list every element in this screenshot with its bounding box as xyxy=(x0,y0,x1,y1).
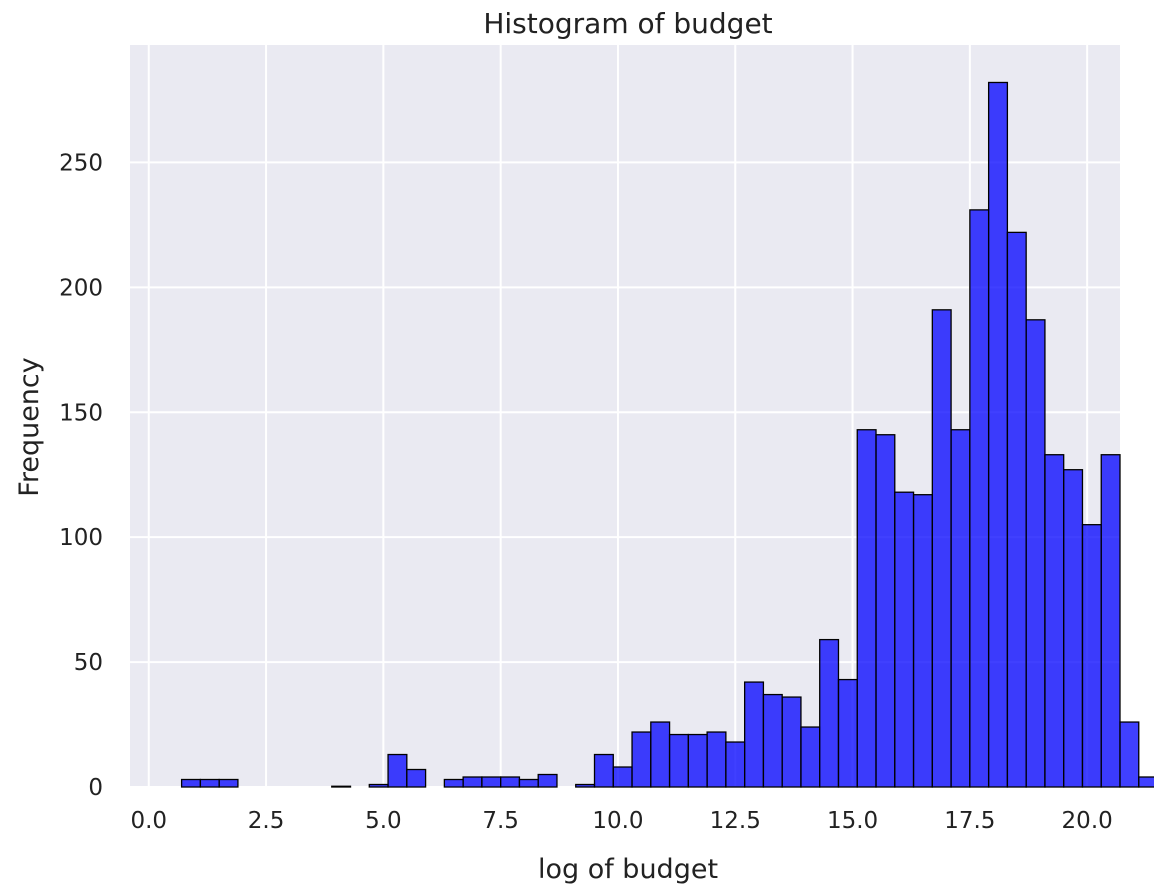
x-tick-label: 17.5 xyxy=(944,808,995,834)
histogram-bar xyxy=(368,783,389,788)
histogram-bar xyxy=(987,81,1009,788)
x-tick-label: 7.5 xyxy=(482,808,519,834)
y-tick-label: 50 xyxy=(74,650,103,676)
histogram-bar xyxy=(180,778,202,788)
histogram-bars xyxy=(180,81,1154,788)
histogram-bar xyxy=(481,776,502,788)
histogram-bar xyxy=(894,491,915,788)
histogram-bar xyxy=(331,785,352,788)
y-tick-label: 100 xyxy=(59,525,103,551)
histogram-bar xyxy=(762,693,783,788)
y-tick-label: 250 xyxy=(59,150,103,176)
x-tick-label: 2.5 xyxy=(248,808,285,834)
chart-title: Histogram of budget xyxy=(483,7,772,40)
histogram-bar xyxy=(631,731,652,788)
histogram-bar xyxy=(406,768,427,788)
histogram-bar xyxy=(931,309,952,788)
histogram-bar xyxy=(575,783,596,788)
x-tick-label: 12.5 xyxy=(710,808,761,834)
x-tick-label: 15.0 xyxy=(827,808,878,834)
histogram-bar xyxy=(199,778,220,788)
histogram-bar xyxy=(518,778,539,788)
histogram-bar xyxy=(725,741,746,788)
y-tick-label: 0 xyxy=(88,775,103,801)
y-tick-labels: 0 50 100 150 200 250 xyxy=(59,150,103,801)
histogram-bar xyxy=(706,731,727,788)
histogram-bar xyxy=(912,494,933,788)
y-axis-label: Frequency xyxy=(14,357,45,497)
histogram-bar xyxy=(650,721,671,788)
histogram-bar xyxy=(1006,231,1027,788)
histogram-bar xyxy=(781,696,802,788)
x-tick-label: 5.0 xyxy=(365,808,402,834)
histogram-bar xyxy=(1138,776,1154,788)
x-tick-labels: 0.0 2.5 5.0 7.5 10.0 12.5 15.0 17.5 20.0 xyxy=(130,808,1112,834)
histogram-bar xyxy=(218,778,239,788)
x-tick-label: 10.0 xyxy=(592,808,643,834)
histogram-bar xyxy=(800,726,821,788)
histogram-bar xyxy=(612,766,633,788)
histogram-bar xyxy=(1081,524,1102,788)
histogram-bar xyxy=(1044,454,1065,788)
histogram-bar xyxy=(668,733,689,788)
histogram-bar xyxy=(856,429,877,788)
histogram-bar xyxy=(1063,469,1084,788)
histogram-bar xyxy=(593,753,614,788)
x-axis-label: log of budget xyxy=(538,854,718,885)
histogram-bar xyxy=(743,681,765,788)
histogram-bar xyxy=(837,678,858,788)
y-tick-label: 150 xyxy=(59,400,103,426)
histogram-bar xyxy=(462,776,483,788)
histogram-bar xyxy=(443,778,464,788)
y-tick-label: 200 xyxy=(59,275,103,301)
histogram-bar xyxy=(819,638,840,788)
histogram-bar xyxy=(1025,319,1046,788)
histogram-bar xyxy=(950,429,971,788)
histogram-bar xyxy=(387,753,408,788)
x-tick-label: 20.0 xyxy=(1062,808,1113,834)
histogram-bar xyxy=(687,733,708,788)
histogram-bar xyxy=(500,776,521,788)
histogram-bar xyxy=(1100,454,1121,788)
histogram-bar xyxy=(969,209,990,788)
histogram-bar xyxy=(537,773,558,788)
histogram-bar xyxy=(875,434,896,788)
x-tick-label: 0.0 xyxy=(130,808,167,834)
histogram-bar xyxy=(1119,721,1140,788)
